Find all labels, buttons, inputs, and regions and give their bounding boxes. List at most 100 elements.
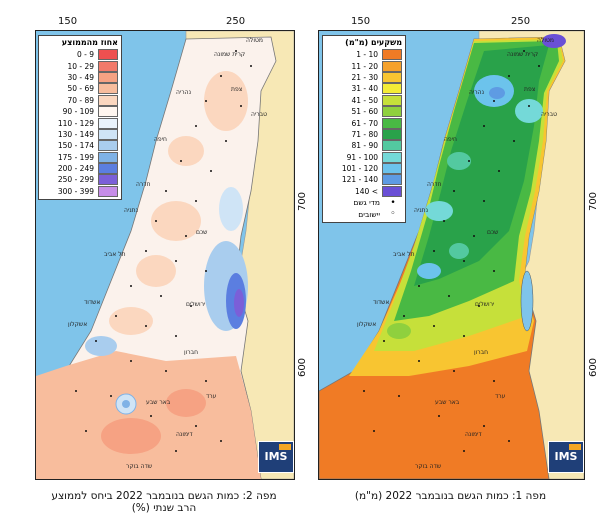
map2-legend-row: 30 - 49	[42, 71, 118, 83]
map1-legend-symbol-row: ◦ יישובים	[326, 208, 402, 219]
place-arad: ערד	[206, 393, 217, 400]
map2-legend-label: 175 - 199	[57, 152, 94, 162]
map1-legend-label: 61 - 70	[351, 118, 378, 128]
place-tiberias: טבריה	[541, 111, 558, 118]
map2-legend-row: 110 - 129	[42, 117, 118, 129]
map1-legend-swatch	[382, 117, 402, 129]
map2-legend-swatch	[98, 106, 118, 118]
map2-caption-line2: הרב שנתי (%)	[131, 502, 197, 514]
place-kiryat-shmona: קרית שמונה	[507, 51, 539, 58]
map1-legend-row: 1 - 10	[326, 49, 402, 61]
map1-legend-row: 31 - 40	[326, 83, 402, 95]
map1-legend-swatch	[382, 128, 402, 140]
map2-legend-row: 300 - 399	[42, 185, 118, 197]
map2-legend-row: 130 - 149	[42, 128, 118, 140]
x-tick-250-right: 250	[511, 16, 531, 27]
map1-legend-symbol-label: מדי גשם	[353, 198, 380, 208]
place-haifa: חיפה	[444, 136, 457, 143]
place-beer-sheva: באר שבע	[435, 399, 460, 406]
x-tick-150-right: 150	[351, 16, 371, 27]
map1-legend-swatch	[382, 174, 402, 186]
place-kiryat-shmona: קרית שמונה	[214, 51, 246, 58]
map2-legend-swatch	[98, 151, 118, 163]
map1-legend-swatch	[382, 49, 402, 61]
map2-legend-label: 0 - 9	[76, 50, 94, 60]
map1-legend-swatch	[382, 106, 402, 118]
place-arad: ערד	[495, 393, 506, 400]
ims-logo-right: IMS	[548, 441, 584, 473]
place-netanya: נתניה	[414, 207, 429, 214]
map1-legend-row: 41 - 50	[326, 94, 402, 106]
place-nahariya: נהריה	[469, 89, 484, 96]
map1-legend-label: 140 <	[355, 186, 378, 196]
place-haifa: חיפה	[154, 136, 167, 143]
place-beer-sheva: באר שבע	[146, 399, 171, 406]
map2-legend-row: 50 - 69	[42, 83, 118, 95]
map1-legend-symbol: •	[390, 197, 396, 208]
place-netanya: נתניה	[124, 207, 139, 214]
map2-legend-label: 50 - 69	[67, 84, 94, 94]
place-jerusalem: ירושלים	[475, 301, 495, 308]
map2-legend-swatch	[98, 83, 118, 95]
map2-legend-swatch	[98, 60, 118, 72]
map2-legend-title: אחוז מהממוצע	[61, 38, 118, 47]
place-sde-boker: שדה בוקר	[415, 463, 442, 470]
map1-legend-swatch	[382, 163, 402, 175]
place-hebron: חברון	[474, 349, 489, 356]
place-shechem: שכם	[196, 229, 208, 236]
map1-legend-row: 21 - 30	[326, 71, 402, 83]
map1-legend-symbol-label: יישובים	[358, 209, 380, 219]
map2-legend-label: 130 - 149	[57, 129, 94, 139]
place-ashkelon: אשקלון	[357, 321, 377, 328]
map2-legend-row: 150 - 174	[42, 140, 118, 152]
map1-legend-label: 21 - 30	[351, 72, 378, 82]
place-safed: צפת	[231, 86, 243, 93]
map1-legend-label: 71 - 80	[351, 129, 378, 139]
map1-caption: מפה 1: כמות הגשם בנובמבר 2022 (מ"מ)	[318, 490, 583, 502]
map-rainfall-mm: מטולה קרית שמונה צפת נהריה חיפה טבריה חד…	[318, 30, 585, 480]
map2-svg	[36, 31, 294, 479]
map2-legend-label: 300 - 399	[57, 186, 94, 196]
map1-legend-row: 101 - 120	[326, 163, 402, 175]
map1-legend: משקעים (מ"מ) 1 - 10 11 - 20 21 - 30 31 - 40…	[322, 35, 406, 223]
map2-legend-row: 250 - 299	[42, 174, 118, 186]
place-sde-boker: שדה בוקר	[126, 463, 153, 470]
place-safed: צפת	[524, 86, 536, 93]
map1-legend-swatch	[382, 71, 402, 83]
map2-legend-label: 10 - 29	[67, 61, 94, 71]
place-ashdod: אשדוד	[373, 299, 390, 306]
map2-legend-swatch	[98, 140, 118, 152]
map1-legend-label: 11 - 20	[351, 61, 378, 71]
place-hebron: חברון	[184, 349, 199, 356]
map2-caption: מפה 2: כמות הגשם בנובמבר 2022 ביחס לממוצ…	[35, 490, 293, 514]
map1-svg	[319, 31, 584, 479]
place-tel-aviv: תל אביב	[104, 251, 126, 258]
map2-legend: אחוז מהממוצע 0 - 9 10 - 29 30 - 49 50 - 69 7…	[38, 35, 122, 201]
map1-caption-line1: מפה 1: כמות הגשם בנובמבר 2022 (מ"מ)	[354, 490, 547, 502]
map2-legend-label: 200 - 249	[57, 164, 94, 174]
map2-legend-swatch	[98, 117, 118, 129]
map1-legend-swatch	[382, 151, 402, 163]
map1-legend-symbol-row: • מדי גשם	[326, 197, 402, 208]
y-tick-700-left: 700	[297, 191, 309, 212]
place-jerusalem: ירושלים	[186, 301, 206, 308]
map2-legend-row: 70 - 89	[42, 94, 118, 106]
map2-legend-swatch	[98, 94, 118, 106]
x-tick-150-left: 150	[58, 16, 78, 27]
map2-legend-swatch	[98, 174, 118, 186]
place-hadera: חדרה	[427, 181, 442, 188]
map1-legend-row: 61 - 70	[326, 117, 402, 129]
map1-legend-row: 11 - 20	[326, 60, 402, 72]
y-tick-600-left: 600	[297, 357, 309, 378]
map2-legend-row: 175 - 199	[42, 151, 118, 163]
place-ashkelon: אשקלון	[68, 321, 88, 328]
map1-legend-label: 91 - 100	[346, 152, 378, 162]
map2-caption-line1: מפה 2: כמות הגשם בנובמבר 2022 ביחס לממוצ…	[51, 490, 277, 502]
map1-legend-row: 140 <	[326, 185, 402, 197]
map2-legend-label: 110 - 129	[57, 118, 94, 128]
map2-legend-label: 90 - 109	[62, 107, 94, 117]
place-dimona: דימונה	[465, 431, 482, 438]
map1-legend-row: 51 - 60	[326, 106, 402, 118]
map2-legend-label: 30 - 49	[67, 72, 94, 82]
map2-legend-swatch	[98, 163, 118, 175]
